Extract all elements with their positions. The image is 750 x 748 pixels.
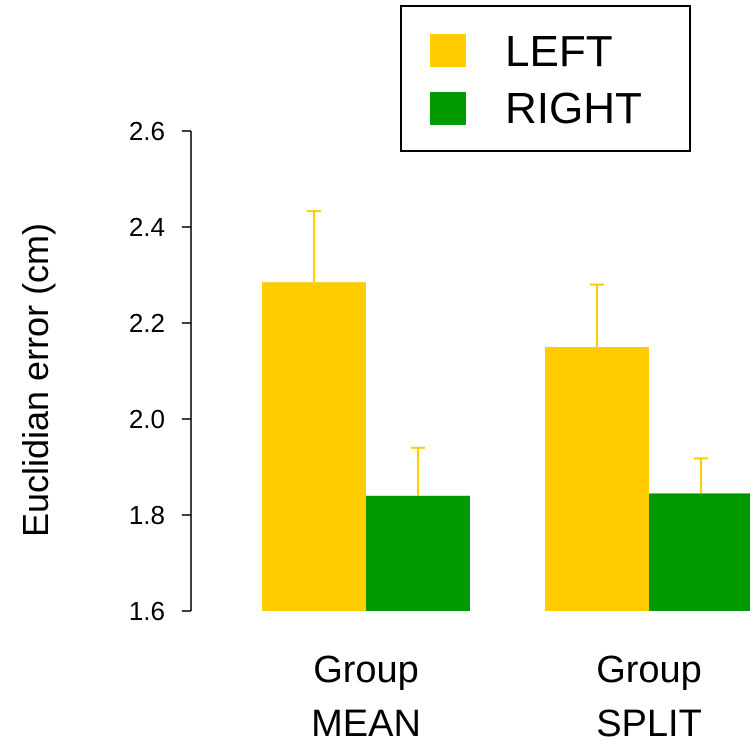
legend-swatch-left: [430, 34, 466, 67]
category-labels: Group MEAN Group SPLIT: [311, 649, 702, 745]
y-axis: 1.6 1.8 2.0 2.2 2.4 2.6: [129, 116, 192, 626]
bar-right-1: [649, 493, 750, 611]
y-tick-label: 2.2: [129, 308, 165, 338]
bar-left-1: [545, 347, 649, 611]
category-label-line: MEAN: [311, 703, 421, 745]
bar-right-0: [366, 495, 470, 611]
y-tick-label: 1.8: [129, 500, 165, 530]
legend-label-left: LEFT: [505, 27, 613, 76]
category-label-line: Group: [596, 649, 702, 691]
y-tick-label: 2.4: [129, 212, 165, 242]
legend-swatch-right: [430, 92, 466, 125]
y-tick-label: 2.6: [129, 116, 165, 146]
y-ticks: 1.6 1.8 2.0 2.2 2.4 2.6: [129, 116, 191, 626]
legend: LEFT RIGHT: [400, 5, 691, 152]
category-label-line: Group: [313, 649, 419, 691]
bar-left-0: [262, 282, 366, 611]
category-label-line: SPLIT: [596, 703, 702, 745]
legend-box: [400, 5, 691, 152]
y-tick-label: 2.0: [129, 404, 165, 434]
bars: [262, 210, 750, 611]
y-tick-label: 1.6: [129, 596, 165, 626]
legend-label-right: RIGHT: [505, 84, 642, 133]
y-axis-title: Euclidian error (cm): [15, 223, 56, 537]
